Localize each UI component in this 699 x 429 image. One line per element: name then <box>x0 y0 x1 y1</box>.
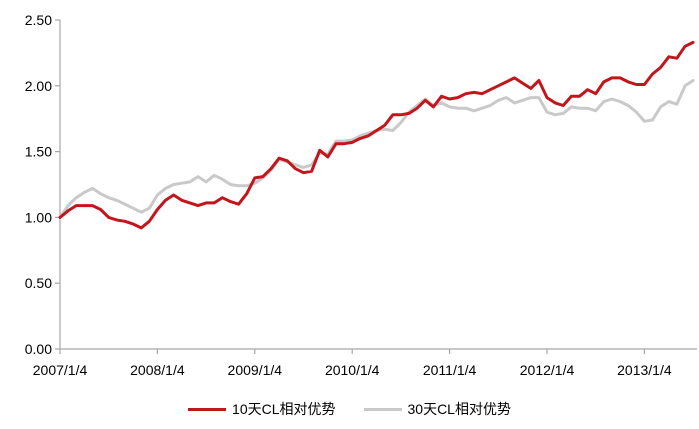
y-tick-label: 1.00 <box>25 209 52 225</box>
x-tick-label: 2013/1/4 <box>617 362 672 378</box>
x-tick-label: 2010/1/4 <box>325 362 380 378</box>
x-tick-label: 2011/1/4 <box>423 362 477 378</box>
legend-item-30d: 30天CL相对优势 <box>363 399 511 419</box>
y-tick-label: 1.50 <box>25 144 52 160</box>
legend-label-10d: 10天CL相对优势 <box>232 401 336 417</box>
legend-label-30d: 30天CL相对优势 <box>407 401 511 417</box>
x-tick-label: 2009/1/4 <box>228 362 283 378</box>
legend-item-10d: 10天CL相对优势 <box>188 399 336 419</box>
series-line-10d <box>58 40 695 230</box>
y-tick-label: 0.50 <box>25 275 52 291</box>
series-line-30d <box>58 79 695 219</box>
legend-line-red <box>188 407 227 411</box>
y-tick-label: 0.00 <box>25 341 52 357</box>
x-tick-label: 2008/1/4 <box>130 362 185 378</box>
x-tick-label: 2012/1/4 <box>520 362 575 378</box>
legend-line-gray <box>363 407 402 411</box>
y-tick-label: 2.00 <box>25 78 52 94</box>
chart-legend: 10天CL相对优势 30天CL相对优势 <box>0 399 699 419</box>
y-tick-label: 2.50 <box>25 12 52 28</box>
x-tick-label: 2007/1/4 <box>33 362 88 378</box>
